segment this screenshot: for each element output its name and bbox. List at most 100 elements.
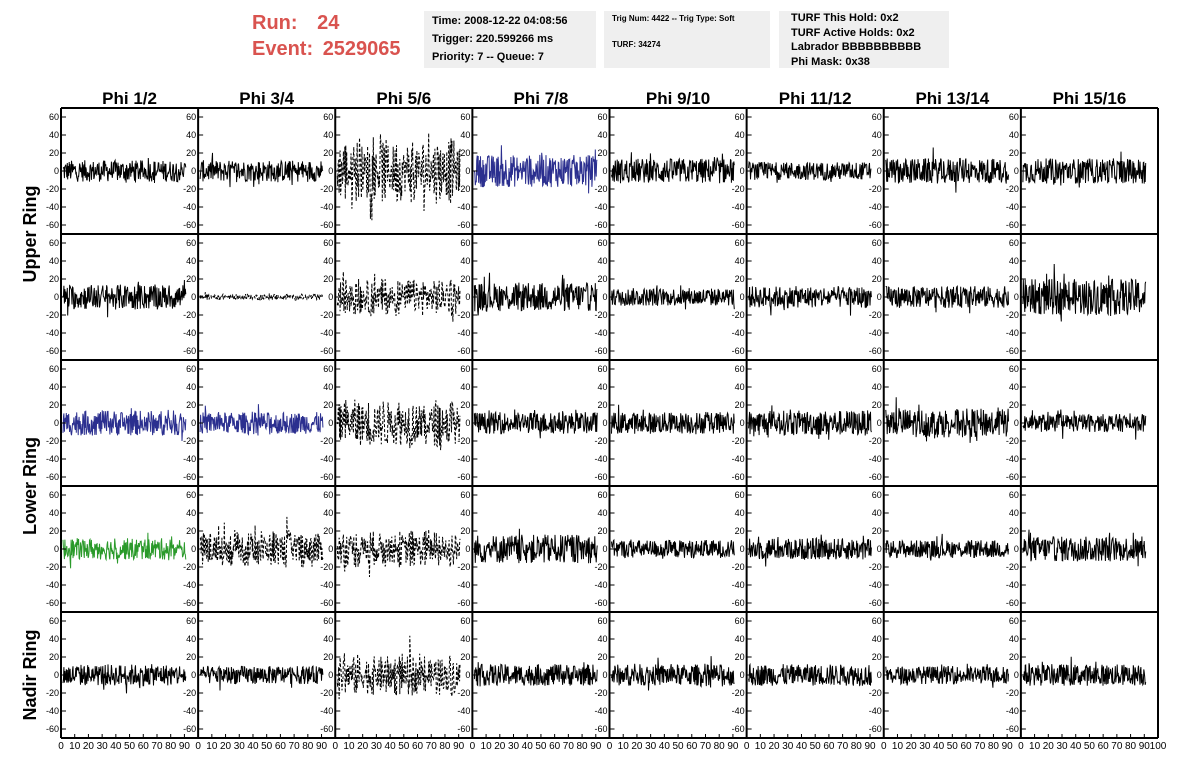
ytick-label-r2-c8-6: 40: [1009, 256, 1019, 266]
waveform-r1-c5: [611, 152, 735, 184]
ytick-label-r5-c1-4: 0: [54, 670, 59, 680]
ytick-label-r2-c7-7: 60: [872, 238, 882, 248]
waveform-r1-c1: [62, 157, 187, 184]
xtick-label-c1-3: 20: [83, 741, 95, 752]
ytick-label-r5-c5-3: -20: [594, 688, 607, 698]
ytick-label-r3-c4-4: 0: [465, 418, 470, 428]
ytick-label-r1-c6-2: -40: [732, 202, 745, 212]
ytick-label-r1-c4-4: 0: [465, 166, 470, 176]
priority-text: Priority: 7 -- Queue: 7: [432, 51, 544, 63]
xtick-label-c1-10: 90: [179, 741, 191, 752]
ytick-label-r3-c8-5: 20: [1009, 400, 1019, 410]
ytick-label-r2-c7-2: -40: [869, 328, 882, 338]
waveform-r5-c7: [885, 663, 1009, 688]
xtick-label-c6-5: 40: [796, 741, 808, 752]
xtick-label-c2-5: 40: [247, 741, 259, 752]
ytick-label-r4-c1-5: 20: [49, 526, 59, 536]
ytick-label-r2-c8-1: -60: [1006, 346, 1019, 356]
ytick-label-r3-c3-5: 20: [323, 400, 333, 410]
ytick-label-r3-c1-3: -20: [46, 436, 59, 446]
waveform-r4-c3: [336, 529, 461, 578]
column-header-2: Phi 3/4: [239, 89, 294, 108]
waveform-r2-c5: [611, 285, 735, 310]
ytick-label-r3-c8-7: 60: [1009, 364, 1019, 374]
xtick-label-c3-5: 40: [385, 741, 397, 752]
ytick-label-r2-c3-2: -40: [320, 328, 333, 338]
ytick-label-r4-c3-4: 0: [328, 544, 333, 554]
ytick-label-r5-c4-2: -40: [457, 706, 470, 716]
column-header-7: Phi 13/14: [915, 89, 989, 108]
ytick-label-r4-c4-1: -60: [457, 598, 470, 608]
run-label: Run:: [252, 12, 298, 34]
ytick-label-r5-c3-7: 60: [323, 616, 333, 626]
xtick-label-c2-3: 20: [220, 741, 232, 752]
xtick-label-c3-7: 60: [412, 741, 424, 752]
xtick-label-c6-6: 50: [810, 741, 822, 752]
ytick-label-r3-c7-6: 40: [872, 382, 882, 392]
xtick-label-c7-6: 50: [947, 741, 959, 752]
ytick-label-r1-c3-4: 0: [328, 166, 333, 176]
ytick-label-r5-c4-7: 60: [460, 616, 470, 626]
ytick-label-r4-c3-5: 20: [323, 526, 333, 536]
ytick-label-r2-c8-4: 0: [1014, 292, 1019, 302]
ytick-label-r5-c5-6: 40: [597, 634, 607, 644]
column-header-6: Phi 11/12: [779, 89, 852, 108]
ring-label-2: Lower Ring: [20, 437, 40, 535]
ytick-label-r3-c1-6: 40: [49, 382, 59, 392]
ytick-label-r4-c8-3: -20: [1006, 562, 1019, 572]
waveform-r5-c6: [748, 662, 872, 687]
ytick-label-r3-c6-1: -60: [732, 472, 745, 482]
ytick-label-r3-c3-7: 60: [323, 364, 333, 374]
ytick-label-r5-c4-4: 0: [465, 670, 470, 680]
ytick-label-r5-c4-5: 20: [460, 652, 470, 662]
waveform-r2-c6: [748, 286, 872, 316]
ytick-label-r2-c1-7: 60: [49, 238, 59, 248]
ytick-label-r1-c5-1: -60: [594, 220, 607, 230]
ytick-label-r3-c3-2: -40: [320, 454, 333, 464]
ytick-label-r5-c6-1: -60: [732, 724, 745, 734]
ytick-label-r3-c4-7: 60: [460, 364, 470, 374]
trigger-info-box: Trig Num: 4422 -- Trig Type: Soft TURF: …: [604, 11, 770, 68]
ytick-label-r4-c1-6: 40: [49, 508, 59, 518]
ytick-label-r4-c7-5: 20: [872, 526, 882, 536]
ytick-label-r2-c2-7: 60: [186, 238, 196, 248]
ytick-label-r3-c7-3: -20: [869, 436, 882, 446]
ytick-label-r1-c1-4: 0: [54, 166, 59, 176]
ytick-label-r2-c3-4: 0: [328, 292, 333, 302]
ytick-label-r5-c5-7: 60: [597, 616, 607, 626]
ytick-label-r5-c2-5: 20: [186, 652, 196, 662]
event-label: Event:: [252, 38, 314, 60]
waveform-r1-c4: [473, 145, 598, 194]
waveform-r5-c1: [62, 664, 187, 694]
ytick-label-r1-c1-3: -20: [46, 184, 59, 194]
ytick-label-r1-c6-3: -20: [732, 184, 745, 194]
ytick-label-r4-c2-2: -40: [183, 580, 196, 590]
ytick-label-r2-c1-1: -60: [46, 346, 59, 356]
xtick-label-c5-3: 20: [631, 741, 643, 752]
time-text: Time: 2008-12-22 04:08:56: [432, 15, 568, 27]
ytick-label-r4-c5-5: 20: [597, 526, 607, 536]
ytick-label-r2-c1-3: -20: [46, 310, 59, 320]
ytick-label-r2-c6-4: 0: [740, 292, 745, 302]
ytick-label-r5-c1-3: -20: [46, 688, 59, 698]
ytick-label-r1-c3-5: 20: [323, 148, 333, 158]
xtick-label-c3-10: 90: [453, 741, 465, 752]
waveform-r1-c8: [1022, 151, 1147, 188]
ytick-label-r1-c2-3: -20: [183, 184, 196, 194]
ytick-label-r4-c4-4: 0: [465, 544, 470, 554]
column-header-4: Phi 7/8: [514, 89, 569, 108]
waveform-r4-c5: [611, 538, 735, 560]
ytick-label-r1-c3-6: 40: [323, 130, 333, 140]
ytick-label-r3-c2-5: 20: [186, 400, 196, 410]
ytick-label-r5-c6-4: 0: [740, 670, 745, 680]
ytick-label-r5-c8-1: -60: [1006, 724, 1019, 734]
ytick-label-r1-c6-6: 40: [735, 130, 745, 140]
xtick-label-c2-1: 0: [195, 741, 201, 752]
ytick-label-r5-c3-2: -40: [320, 706, 333, 716]
ytick-label-r2-c7-6: 40: [872, 256, 882, 266]
xtick-label-c8-5: 40: [1070, 741, 1082, 752]
waveform-r2-c3: [336, 271, 461, 322]
ytick-label-r5-c8-2: -40: [1006, 706, 1019, 716]
xtick-label-c4-5: 40: [522, 741, 534, 752]
ytick-label-r1-c1-1: -60: [46, 220, 59, 230]
